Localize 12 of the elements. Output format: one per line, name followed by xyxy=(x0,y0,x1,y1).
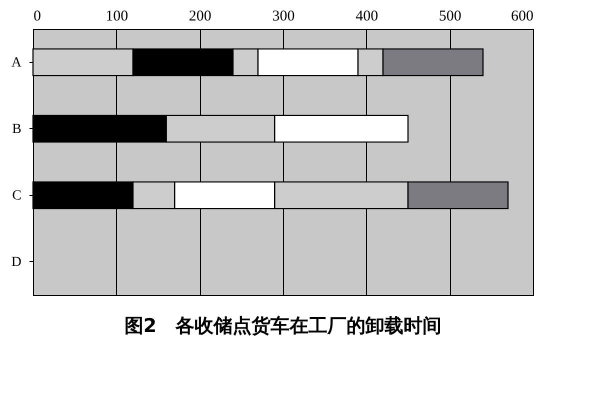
y-tick-label: B xyxy=(12,122,22,137)
x-tick-label: 0 xyxy=(34,8,41,24)
x-tick-label: 100 xyxy=(106,8,128,24)
y-tick-label: A xyxy=(11,55,22,70)
y-tick-label: D xyxy=(11,254,22,270)
x-tick-label: 300 xyxy=(272,8,295,24)
x-tick-label: 200 xyxy=(188,8,212,24)
x-tick-label: 500 xyxy=(438,8,462,24)
text: 图2 各收储点货车在工厂的卸载时间 xyxy=(124,315,442,337)
x-tick-label: 600 xyxy=(511,8,534,24)
y-tick-label: C xyxy=(12,188,22,204)
x-tick-label: 400 xyxy=(356,8,378,24)
